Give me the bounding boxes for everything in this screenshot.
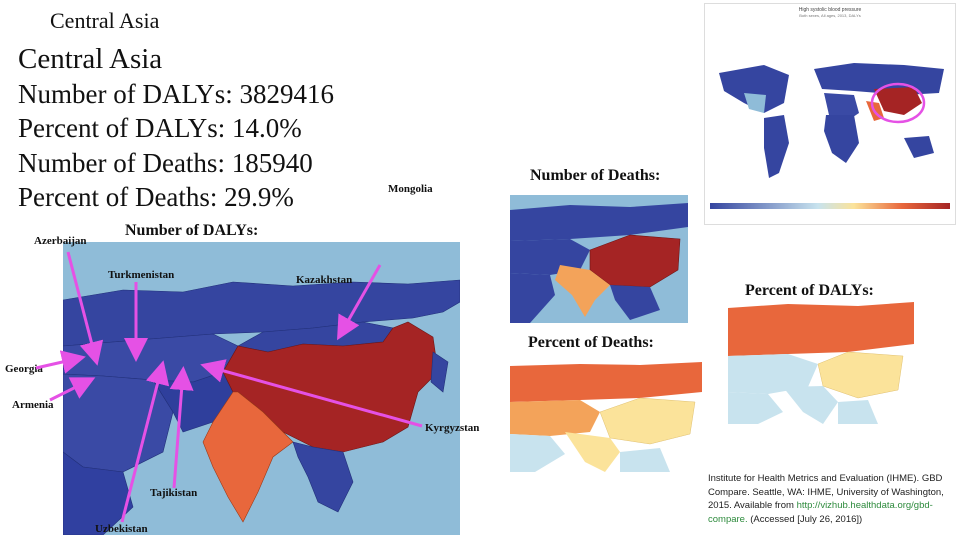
stat-dalys-percent: Percent of DALYs: 14.0% bbox=[18, 113, 302, 143]
deaths-map bbox=[510, 195, 688, 323]
citation: Institute for Health Metrics and Evaluat… bbox=[708, 472, 958, 526]
world-map-thumbnail: High systolic blood pressure Both sexes,… bbox=[704, 3, 956, 225]
stat-dalys-number: Number of DALYs: 3829416 bbox=[18, 78, 335, 109]
pct-dalys-map-label: Percent of DALYs: bbox=[745, 282, 874, 299]
stat-deaths-percent: Percent of Deaths: 29.9% bbox=[18, 182, 294, 212]
arrow-kyrgyzstan bbox=[200, 359, 423, 428]
citation-accessed: (Accessed [July 26, 2016]) bbox=[747, 513, 863, 525]
label-armenia: Armenia bbox=[12, 399, 54, 411]
page-title: Central Asia bbox=[18, 43, 163, 75]
citation-link[interactable]: http://vizhub.healthdata.org/gbd-compare… bbox=[708, 500, 933, 525]
label-kazakhstan: Kazakhstan bbox=[296, 274, 353, 286]
stats-block: Central Asia Number of DALYs: 3829416 Pe… bbox=[18, 42, 334, 215]
world-map-title: High systolic blood pressure bbox=[799, 7, 862, 13]
arrow-azerbaijan bbox=[66, 251, 104, 366]
label-tajikistan: Tajikistan bbox=[150, 487, 198, 499]
arrow-kazakhstan bbox=[337, 264, 382, 341]
arrow-uzbekistan bbox=[120, 360, 170, 523]
deaths-map-label: Number of Deaths: bbox=[530, 167, 661, 184]
dalys-map-label: Number of DALYs: bbox=[125, 222, 259, 239]
stat-deaths-number: Number of Deaths: 185940 bbox=[18, 147, 313, 178]
arrow-tajikistan bbox=[169, 366, 194, 489]
arrow-georgia bbox=[35, 350, 86, 374]
world-map-legend bbox=[710, 203, 950, 209]
label-turkmenistan: Turkmenistan bbox=[108, 269, 175, 281]
world-map-subtitle: Both sexes, All ages, 2013, DALYs bbox=[799, 13, 861, 18]
label-georgia: Georgia bbox=[5, 363, 43, 375]
arrow-armenia bbox=[49, 377, 96, 402]
pct-deaths-map-label: Percent of Deaths: bbox=[528, 334, 654, 351]
label-azerbaijan: Azerbaijan bbox=[34, 235, 87, 247]
label-mongolia: Mongolia bbox=[388, 183, 433, 195]
citation-text: Institute for Health Metrics and Evaluat… bbox=[708, 473, 944, 511]
pct-deaths-map bbox=[510, 362, 702, 472]
label-uzbekistan: Uzbekistan bbox=[95, 523, 148, 535]
header-title: Central Asia bbox=[50, 8, 160, 33]
pct-dalys-map bbox=[728, 302, 914, 424]
label-kyrgyzstan: Kyrgyzstan bbox=[425, 422, 480, 434]
